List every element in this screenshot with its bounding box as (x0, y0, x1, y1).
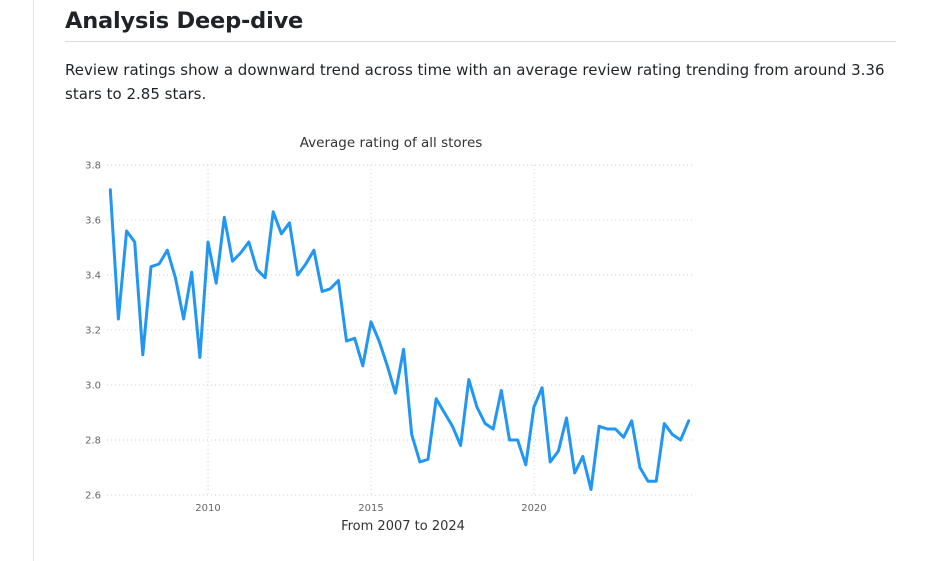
y-tick-label: 3.2 (85, 326, 101, 337)
section-description: Review ratings show a downward trend acr… (65, 61, 885, 103)
y-tick-label: 3.6 (85, 216, 101, 227)
x-tick-label: 2010 (195, 503, 220, 514)
chart-grid (107, 164, 692, 496)
y-axis-ticks: 2.6 2.8 3.0 3.2 3.4 3.6 3.8 (85, 161, 101, 502)
section-heading: Analysis Deep-dive (65, 8, 304, 34)
x-axis-label: From 2007 to 2024 (341, 519, 465, 534)
y-tick-label: 3.8 (85, 161, 101, 172)
y-tick-label: 3.0 (85, 381, 101, 392)
x-tick-label: 2020 (521, 503, 546, 514)
y-tick-label: 2.8 (85, 436, 101, 447)
left-border (33, 0, 34, 561)
heading-divider (65, 41, 896, 42)
x-axis-ticks: 2010 2015 2020 (195, 503, 546, 514)
x-tick-label: 2015 (358, 503, 383, 514)
chart-series (108, 188, 691, 491)
series-line (108, 188, 691, 491)
y-tick-label: 2.6 (85, 491, 101, 502)
y-tick-label: 3.4 (85, 271, 101, 282)
content-area: Analysis Deep-dive Review ratings show a… (65, 0, 896, 106)
chart-title: Average rating of all stores (300, 135, 483, 151)
